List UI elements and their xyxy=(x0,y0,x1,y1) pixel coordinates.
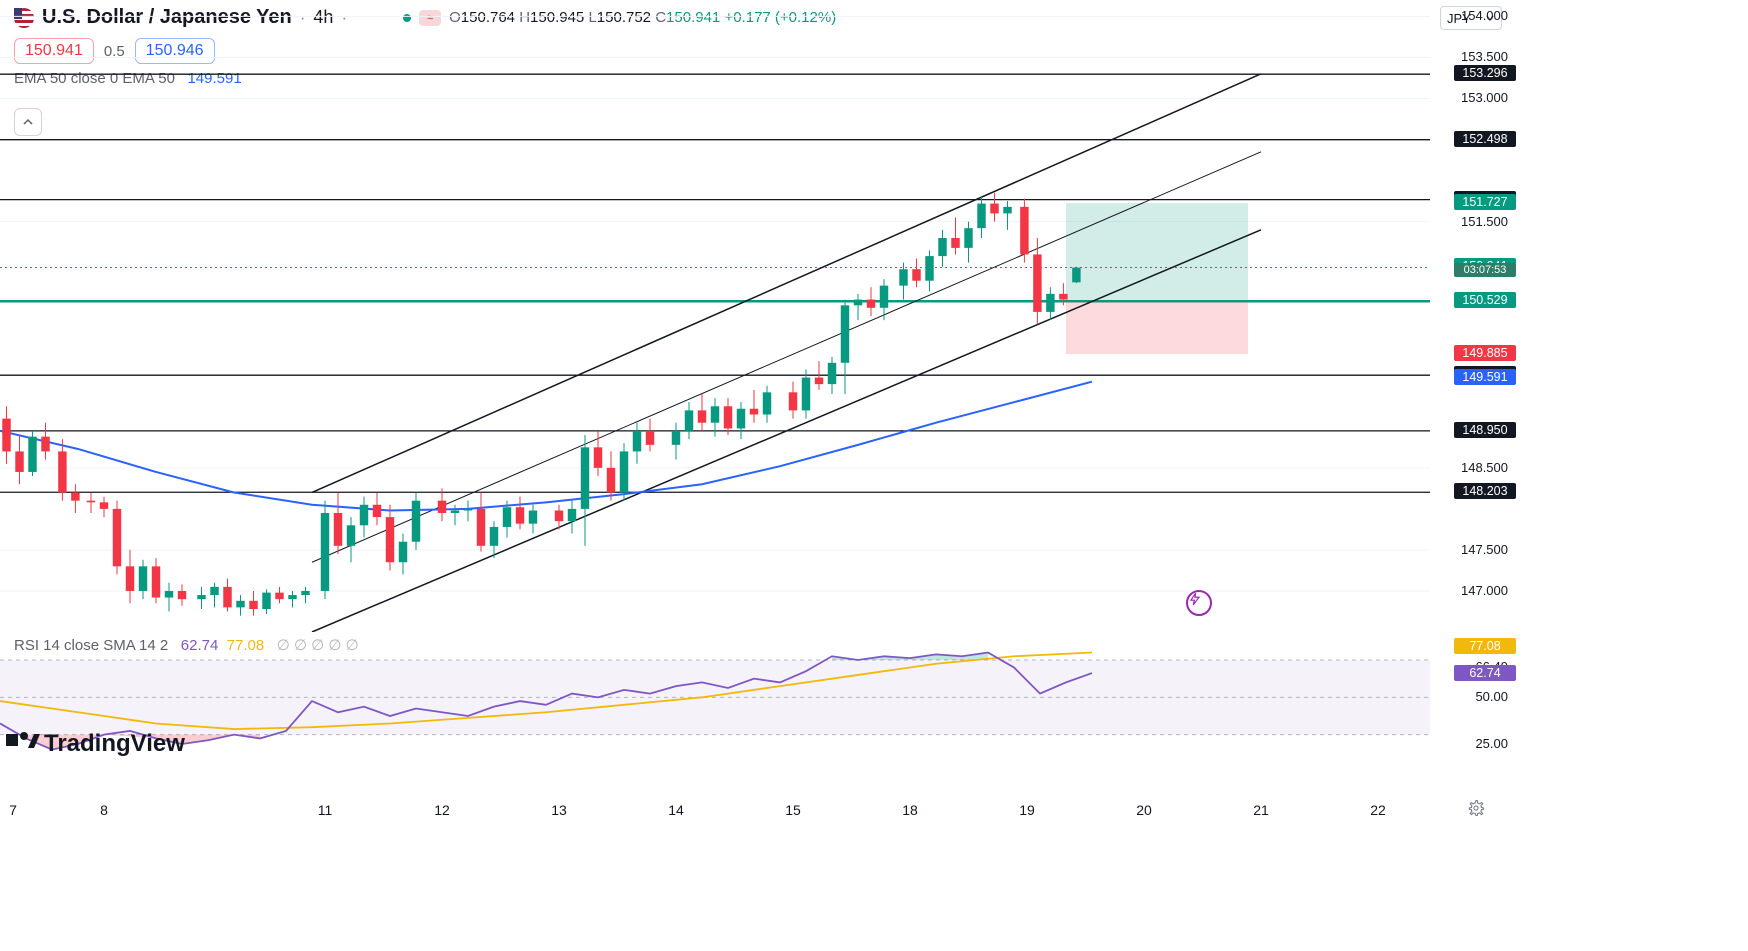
price-tag: 149.591 xyxy=(1454,369,1516,385)
x-tick-label: 21 xyxy=(1253,802,1269,818)
x-tick-label: 15 xyxy=(785,802,801,818)
price-tag: 148.950 xyxy=(1454,422,1516,438)
rsi-label: RSI 14 close SMA 14 2 xyxy=(14,637,168,654)
tradingview-logo[interactable]: TradingView xyxy=(6,728,185,759)
x-tick-label: 13 xyxy=(551,802,567,818)
rsi-y-axis[interactable]: 77.0866.4962.7450.0025.00 xyxy=(1430,632,1516,772)
rsi-indicator-row[interactable]: RSI 14 close SMA 14 2 62.74 77.08 ∅ ∅ ∅ … xyxy=(14,636,359,654)
price-tag: 03:07:53 xyxy=(1454,263,1516,277)
gear-icon xyxy=(1466,798,1486,818)
rsi-tick: 77.08 xyxy=(1454,638,1516,654)
price-tag: 149.885 xyxy=(1454,345,1516,361)
x-tick-label: 19 xyxy=(1019,802,1035,818)
rsi-tick: 50.00 xyxy=(1438,689,1508,704)
x-tick-label: 11 xyxy=(318,802,333,818)
y-tick-label: 147.500 xyxy=(1438,542,1508,557)
x-tick-label: 20 xyxy=(1136,802,1152,818)
x-tick-label: 7 xyxy=(9,802,17,818)
x-tick-label: 12 xyxy=(434,802,450,818)
price-chart-pane[interactable] xyxy=(0,0,1430,632)
y-tick-label: 153.000 xyxy=(1438,90,1508,105)
x-tick-label: 22 xyxy=(1370,802,1386,818)
price-tag: 148.203 xyxy=(1454,483,1516,499)
y-tick-label: 153.500 xyxy=(1438,49,1508,64)
rsi-tick: 25.00 xyxy=(1438,736,1508,751)
price-tag: 151.727 xyxy=(1454,194,1516,210)
rsi-tick: 62.74 xyxy=(1454,665,1516,681)
y-tick-label: 154.000 xyxy=(1438,8,1508,23)
price-tag: 150.529 xyxy=(1454,292,1516,308)
y-tick-label: 151.500 xyxy=(1438,214,1508,229)
y-tick-label: 148.500 xyxy=(1438,460,1508,475)
rsi-pane[interactable]: RSI 14 close SMA 14 2 62.74 77.08 ∅ ∅ ∅ … xyxy=(0,632,1430,772)
price-tag: 152.498 xyxy=(1454,131,1516,147)
price-tag: 153.296 xyxy=(1454,65,1516,81)
y-tick-label: 147.000 xyxy=(1438,583,1508,598)
time-x-axis[interactable]: 7 8 11 12 13 14 15 18 19 20 21 22 xyxy=(0,792,1430,826)
rsi-value-1: 62.74 xyxy=(181,637,219,654)
rsi-value-2: 77.08 xyxy=(227,637,265,654)
settings-button[interactable] xyxy=(1464,796,1488,820)
x-tick-label: 14 xyxy=(668,802,684,818)
x-tick-label: 8 xyxy=(100,802,108,818)
x-tick-label: 18 xyxy=(902,802,918,818)
price-y-axis[interactable]: 154.000 153.500 153.000 151.500 148.500 147.5… xyxy=(1430,0,1516,632)
tv-logo-icon xyxy=(6,728,40,759)
tv-logo-text: TradingView xyxy=(44,730,185,758)
chart-container: U.S. Dollar / Japanese Yen · 4h · ≈ O150… xyxy=(0,0,1516,826)
rsi-null: ∅ ∅ ∅ ∅ ∅ xyxy=(277,637,359,654)
lightning-icon[interactable] xyxy=(1186,590,1212,616)
